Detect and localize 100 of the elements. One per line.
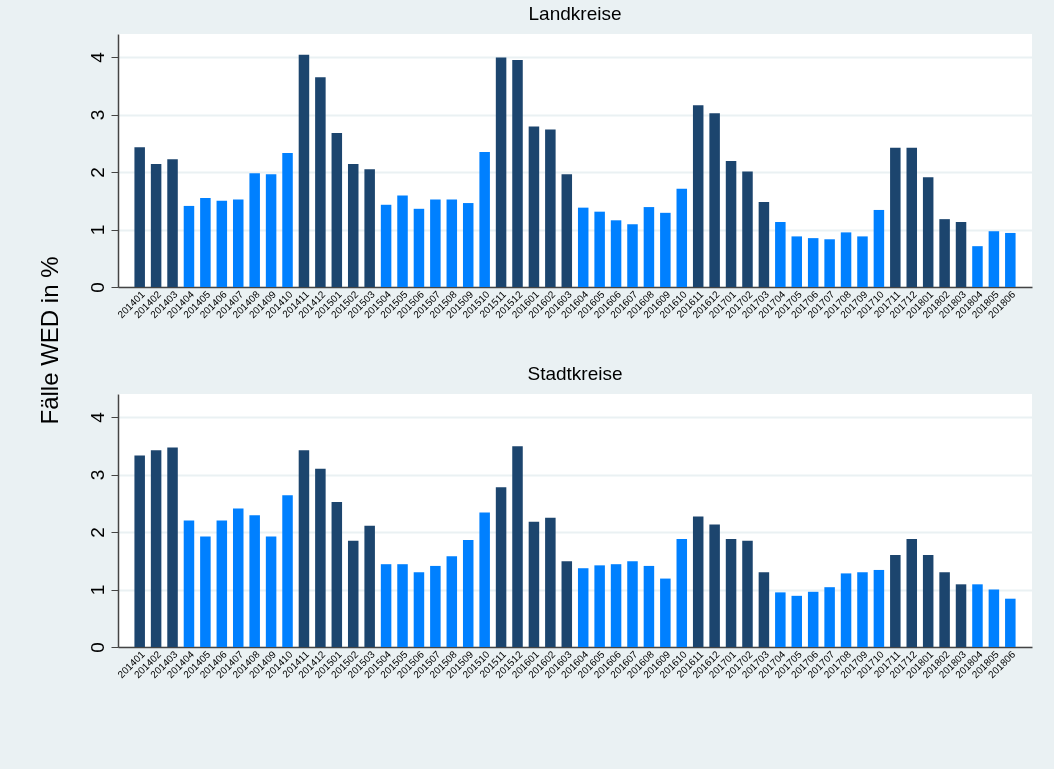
- bar: [807, 591, 819, 647]
- bar: [298, 450, 310, 647]
- bar: [660, 578, 671, 647]
- bar: [216, 200, 228, 287]
- y-tick-label: 2: [86, 167, 108, 178]
- bar: [561, 561, 573, 647]
- y-axis-title: Fälle WED in %: [35, 256, 63, 425]
- bar: [380, 564, 392, 647]
- bar: [528, 126, 540, 287]
- bar: [134, 147, 145, 287]
- bar: [430, 565, 441, 647]
- bar: [397, 564, 408, 647]
- bar: [446, 199, 458, 287]
- bar: [216, 520, 228, 647]
- bar: [364, 169, 375, 287]
- bar: [577, 207, 589, 287]
- bar: [922, 177, 934, 287]
- bar: [183, 520, 195, 647]
- bar: [955, 584, 967, 647]
- bar: [988, 589, 1000, 647]
- chart-title: Landkreise: [528, 3, 622, 24]
- bar: [430, 199, 441, 287]
- bar: [413, 572, 425, 647]
- bar: [167, 159, 178, 287]
- bar: [232, 508, 244, 647]
- bar: [315, 77, 326, 287]
- bar: [840, 232, 852, 287]
- bar: [742, 540, 753, 647]
- bar: [988, 231, 1000, 287]
- bar: [824, 239, 835, 287]
- bar: [265, 536, 277, 647]
- bar: [232, 199, 244, 287]
- bar: [331, 132, 343, 287]
- bar: [873, 569, 885, 647]
- bar: [512, 446, 523, 647]
- bar: [594, 565, 605, 647]
- bar: [775, 592, 786, 647]
- bar: [840, 573, 852, 647]
- y-tick-label: 4: [86, 411, 108, 423]
- bar: [413, 208, 425, 287]
- bar: [955, 222, 967, 287]
- bar: [939, 219, 950, 287]
- bar: [594, 211, 605, 287]
- bar: [857, 572, 868, 647]
- bar: [315, 468, 326, 647]
- bar: [331, 502, 343, 647]
- bar: [561, 174, 573, 287]
- bar: [545, 517, 556, 647]
- bar: [200, 197, 211, 287]
- y-tick-label: 1: [86, 224, 108, 236]
- bar: [545, 129, 556, 287]
- bar: [462, 540, 474, 647]
- bar: [906, 538, 918, 647]
- bar: [791, 595, 803, 647]
- bar: [282, 153, 293, 287]
- y-tick-label: 3: [86, 469, 108, 481]
- bar: [249, 515, 260, 647]
- bar: [1005, 598, 1016, 647]
- bar: [758, 201, 770, 287]
- bar: [890, 147, 901, 287]
- bar: [282, 495, 293, 647]
- bar: [939, 572, 950, 647]
- y-tick-label: 4: [86, 51, 108, 63]
- bar: [200, 536, 211, 647]
- bar: [610, 220, 622, 287]
- y-tick-label: 2: [86, 527, 108, 538]
- bar: [528, 521, 540, 647]
- bar: [791, 236, 803, 287]
- bar: [643, 207, 655, 287]
- bar: [1005, 232, 1016, 287]
- bar: [709, 524, 720, 647]
- bar: [627, 561, 638, 647]
- bar: [462, 203, 474, 287]
- bar: [134, 455, 145, 647]
- bar: [972, 246, 983, 287]
- bar: [577, 568, 589, 647]
- bar: [824, 587, 835, 647]
- bar: [890, 555, 901, 647]
- bar: [364, 525, 375, 647]
- bar: [380, 204, 392, 287]
- bar: [775, 222, 786, 287]
- bar: [807, 238, 819, 287]
- bar: [857, 236, 868, 287]
- bar: [150, 450, 162, 647]
- bar: [692, 105, 704, 287]
- bar: [167, 447, 178, 647]
- bar: [347, 540, 359, 647]
- bar: [660, 212, 671, 287]
- bar: [347, 163, 359, 287]
- bar: [709, 113, 720, 287]
- y-tick-label: 3: [86, 109, 108, 121]
- bar: [610, 564, 622, 647]
- chart-title: Stadtkreise: [527, 363, 623, 384]
- bar: [150, 163, 162, 287]
- bar: [725, 538, 737, 647]
- bar: [922, 555, 934, 647]
- bar: [495, 57, 507, 287]
- bar: [183, 205, 195, 287]
- bar: [643, 565, 655, 647]
- bar: [627, 224, 638, 287]
